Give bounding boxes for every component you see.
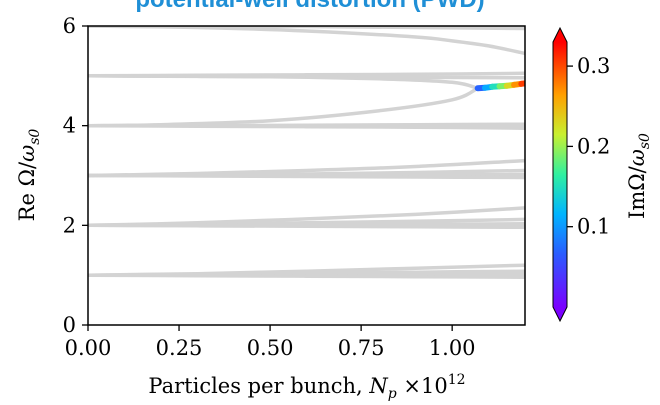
mode-lines bbox=[88, 26, 525, 279]
x-axis: 0.00 0.25 0.50 0.75 1.00 bbox=[65, 325, 476, 360]
y-tick-label: 0 bbox=[63, 313, 76, 337]
x-axis-label: Particles per bunch, Np ×1012 bbox=[148, 372, 465, 402]
colorbar-label: ImΩ/ωs0 bbox=[625, 133, 653, 219]
y-axis-label: Re Ω/ωs0 bbox=[15, 129, 43, 222]
mode-line bbox=[88, 173, 525, 180]
colorbar-tick-label: 0.2 bbox=[577, 134, 610, 158]
mode-line bbox=[88, 86, 480, 128]
colorbar-tick-label: 0.1 bbox=[577, 215, 610, 239]
chart-title: potential-well distortion (PWD) bbox=[0, 0, 620, 14]
x-tick-label: 0.00 bbox=[65, 336, 112, 360]
unstable-mode bbox=[474, 80, 525, 92]
x-tick-label: 0.75 bbox=[338, 336, 385, 360]
mode-line bbox=[88, 26, 525, 56]
y-axis: 0 2 4 6 bbox=[63, 14, 88, 337]
y-tick-label: 6 bbox=[63, 14, 76, 38]
colorbar-top-extension bbox=[553, 28, 567, 42]
y-tick-label: 2 bbox=[63, 213, 76, 237]
plot-frame bbox=[87, 25, 526, 326]
colorbar bbox=[553, 42, 567, 307]
colorbar-frame bbox=[552, 26, 568, 323]
x-tick-label: 0.25 bbox=[156, 336, 203, 360]
mode-line bbox=[88, 71, 525, 78]
mode-line bbox=[88, 223, 525, 230]
x-tick-label: 1.00 bbox=[429, 336, 476, 360]
y-tick-label: 4 bbox=[63, 114, 76, 138]
colorbar-bottom-extension bbox=[553, 307, 567, 321]
mode-line bbox=[88, 273, 525, 279]
colorbar-tick-label: 0.3 bbox=[577, 54, 610, 78]
colorbar-ticks: 0.1 0.2 0.3 bbox=[567, 54, 610, 239]
x-tick-label: 0.50 bbox=[247, 336, 294, 360]
